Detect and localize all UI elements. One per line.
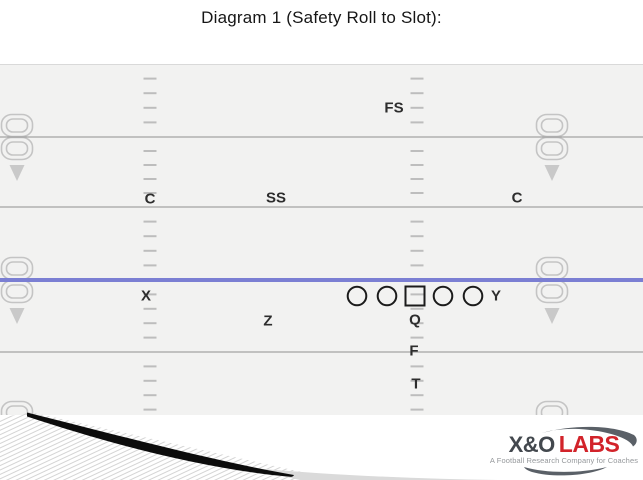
hash-marks bbox=[143, 77, 424, 411]
player-label-y: Y bbox=[490, 287, 502, 305]
player-label-x: X bbox=[140, 287, 152, 305]
player-label-fs: FS bbox=[384, 99, 404, 117]
field-area bbox=[0, 64, 643, 415]
yard-line bbox=[0, 206, 643, 208]
footer-decoration bbox=[0, 412, 498, 480]
diagram-title: Diagram 1 (Safety Roll to Slot): bbox=[201, 8, 442, 27]
field-arrow-icon bbox=[9, 308, 25, 324]
yard-line bbox=[0, 136, 643, 138]
line-of-scrimmage bbox=[0, 278, 643, 282]
yard-line bbox=[0, 351, 643, 353]
black-swoosh bbox=[27, 412, 294, 477]
lineman-circle bbox=[376, 285, 398, 307]
logo-xo-text: X&O bbox=[508, 432, 556, 457]
lineman-circle bbox=[432, 285, 454, 307]
lineman-circle bbox=[462, 285, 484, 307]
player-label-t: T bbox=[411, 375, 421, 393]
lineman-circle bbox=[346, 285, 368, 307]
player-label-q: Q bbox=[409, 311, 421, 329]
logo-labs-text: LABS bbox=[558, 431, 620, 457]
field-arrow-icon bbox=[9, 165, 25, 181]
field-arrow-icon bbox=[544, 165, 560, 181]
logo-tagline: A Football Research Company for Coaches bbox=[489, 456, 639, 465]
player-label-f: F bbox=[409, 342, 419, 360]
field-top-line bbox=[0, 64, 643, 65]
logo-orbit-swoosh-icon bbox=[524, 426, 637, 476]
xo-labs-logo: X&O LABS A Football Research Company for … bbox=[486, 423, 642, 478]
logo-wordmark: X&O LABS bbox=[486, 431, 642, 458]
center-square bbox=[404, 285, 426, 307]
player-label-c: C bbox=[144, 190, 156, 208]
gray-swoosh bbox=[258, 468, 498, 480]
field-arrow-icon bbox=[544, 308, 560, 324]
player-label-ss: SS bbox=[265, 189, 287, 207]
player-label-z: Z bbox=[263, 312, 273, 330]
offensive-line bbox=[346, 285, 484, 307]
player-label-c: C bbox=[511, 189, 523, 207]
